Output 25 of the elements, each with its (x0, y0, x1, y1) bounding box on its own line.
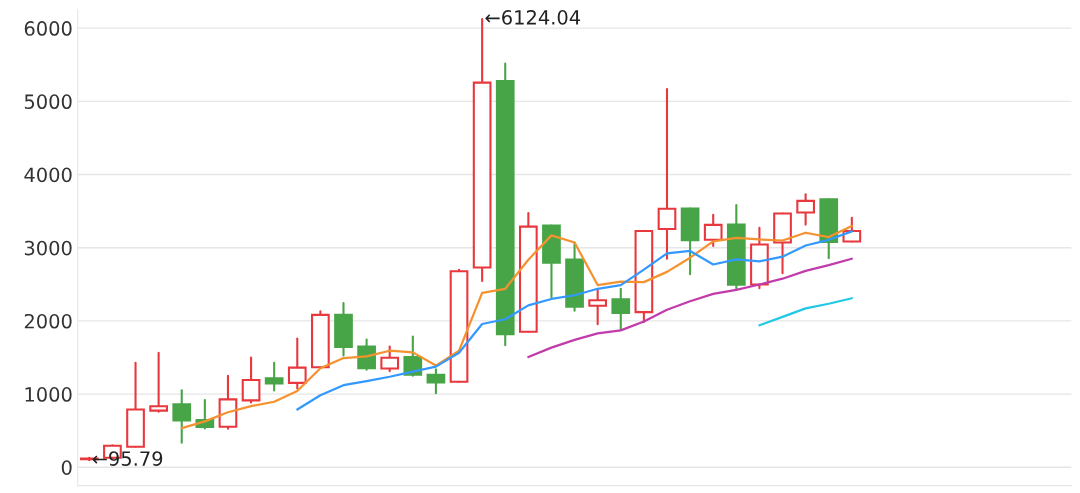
y-tick-label: 4000 (24, 167, 72, 183)
candlestick (657, 88, 677, 260)
candlestick (149, 351, 168, 413)
annotation: ←6124.04 (485, 10, 581, 25)
line-series (527, 257, 853, 359)
y-tick-label: 5000 (24, 94, 72, 110)
y-tick-label: 3000 (24, 240, 72, 256)
candlestick (588, 288, 608, 326)
candlestick (796, 193, 815, 226)
line-series (180, 224, 853, 430)
candlestick (611, 287, 631, 332)
candlestick (172, 389, 192, 444)
y-tick-label: 1000 (25, 387, 72, 402)
candlestick (380, 345, 400, 373)
y-tick-label: 0 (61, 460, 72, 475)
y-tick-label: 6000 (24, 21, 72, 36)
line-series (758, 297, 853, 327)
candlestick (357, 338, 376, 371)
candlestick (287, 337, 307, 390)
candlestick (264, 361, 284, 392)
candlestick (703, 213, 723, 247)
candlestick (241, 356, 261, 404)
annotation: ←95.79 (92, 451, 163, 466)
candlestick (426, 368, 446, 395)
y-tick-label: 2000 (24, 313, 72, 329)
